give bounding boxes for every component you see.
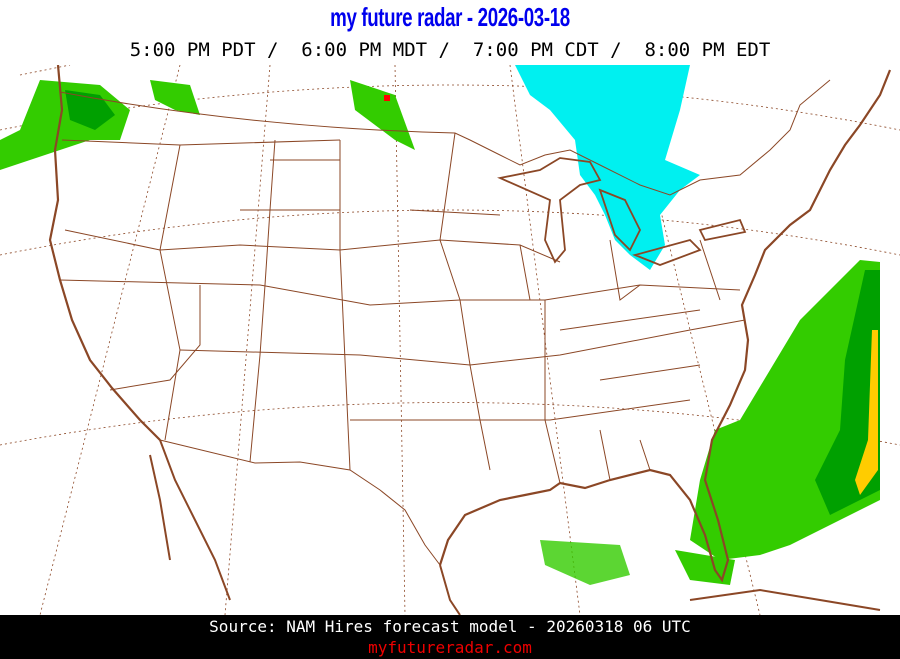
rain-north-dakota bbox=[350, 80, 415, 150]
rain-montana bbox=[150, 80, 200, 115]
footer-bar: Source: NAM Hires forecast model - 20260… bbox=[0, 615, 900, 659]
precipitation bbox=[0, 65, 880, 585]
page-title: my future radar - 2026-03-18 bbox=[330, 2, 570, 32]
latitude-line bbox=[0, 84, 900, 131]
radar-map bbox=[0, 65, 900, 615]
us-mexico-border bbox=[159, 439, 441, 566]
rain-gulf bbox=[540, 540, 630, 585]
boundaries bbox=[48, 65, 892, 615]
us-canada-border bbox=[59, 79, 831, 196]
longitude-line bbox=[19, 65, 71, 76]
source-text: Source: NAM Hires forecast model - 20260… bbox=[209, 617, 691, 636]
forecast-time-zones: 5:00 PM PDT / 6:00 PM MDT / 7:00 PM CDT … bbox=[129, 39, 771, 61]
site-link[interactable]: myfutureradar.com bbox=[368, 638, 532, 657]
rain-heavy-cell bbox=[384, 95, 390, 101]
snow-area-great-lakes bbox=[515, 65, 700, 270]
mexico-coast bbox=[149, 439, 881, 615]
longitude-line bbox=[394, 65, 406, 615]
state-lines bbox=[59, 132, 746, 484]
rain-northwest bbox=[0, 80, 130, 170]
rain-heavy-band bbox=[855, 330, 878, 495]
great-lakes bbox=[497, 157, 747, 266]
latitude-line bbox=[0, 209, 900, 256]
longitude-line bbox=[224, 65, 271, 615]
